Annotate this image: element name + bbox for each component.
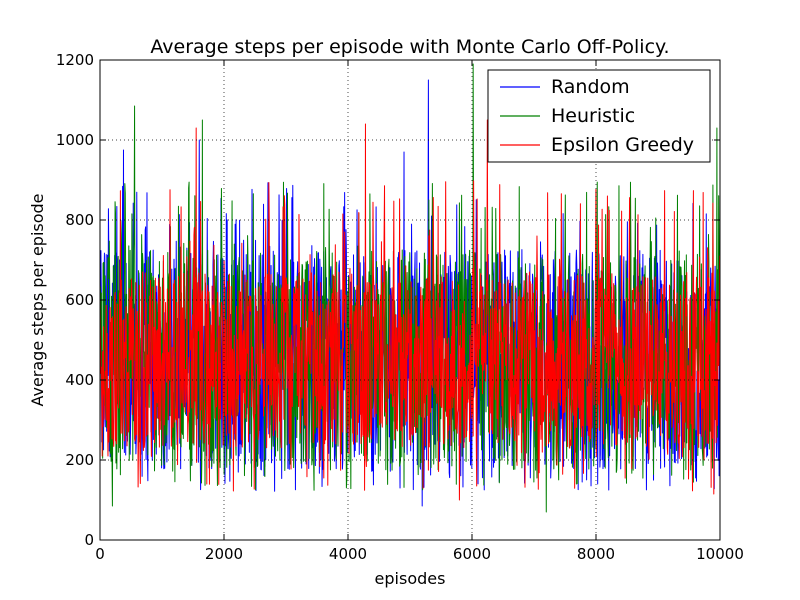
- y-tick-label: 400: [65, 371, 94, 389]
- x-axis-label: episodes: [375, 569, 446, 588]
- y-tick-label: 200: [65, 451, 94, 469]
- x-tick-label: 6000: [453, 545, 491, 563]
- y-tick-label: 600: [65, 291, 94, 309]
- y-tick-label: 1000: [56, 131, 94, 149]
- x-tick-label: 8000: [577, 545, 615, 563]
- legend-label: Random: [551, 76, 630, 98]
- series-group: [100, 63, 720, 513]
- legend: Random Heuristic Epsilon Greedy: [487, 69, 711, 163]
- series-line-heuristic: [100, 63, 720, 513]
- chart-title: Average steps per episode with Monte Car…: [150, 36, 669, 58]
- y-tick-label: 800: [65, 211, 94, 229]
- y-tick-label: 1200: [56, 51, 94, 69]
- ticks: 0 2000 4000 6000 8000 10000 0 200 400 600 800 1000 1…: [56, 51, 744, 563]
- legend-label: Heuristic: [551, 105, 635, 127]
- y-tick-label: 0: [84, 531, 94, 549]
- x-tick-label: 2000: [205, 545, 243, 563]
- x-tick-label: 4000: [329, 545, 367, 563]
- x-tick-label: 0: [95, 545, 105, 563]
- y-axis-label: Average steps per episode: [28, 193, 47, 406]
- x-tick-label: 10000: [696, 545, 744, 563]
- series-line-epsilon-greedy: [100, 119, 720, 501]
- legend-label: Epsilon Greedy: [551, 134, 694, 156]
